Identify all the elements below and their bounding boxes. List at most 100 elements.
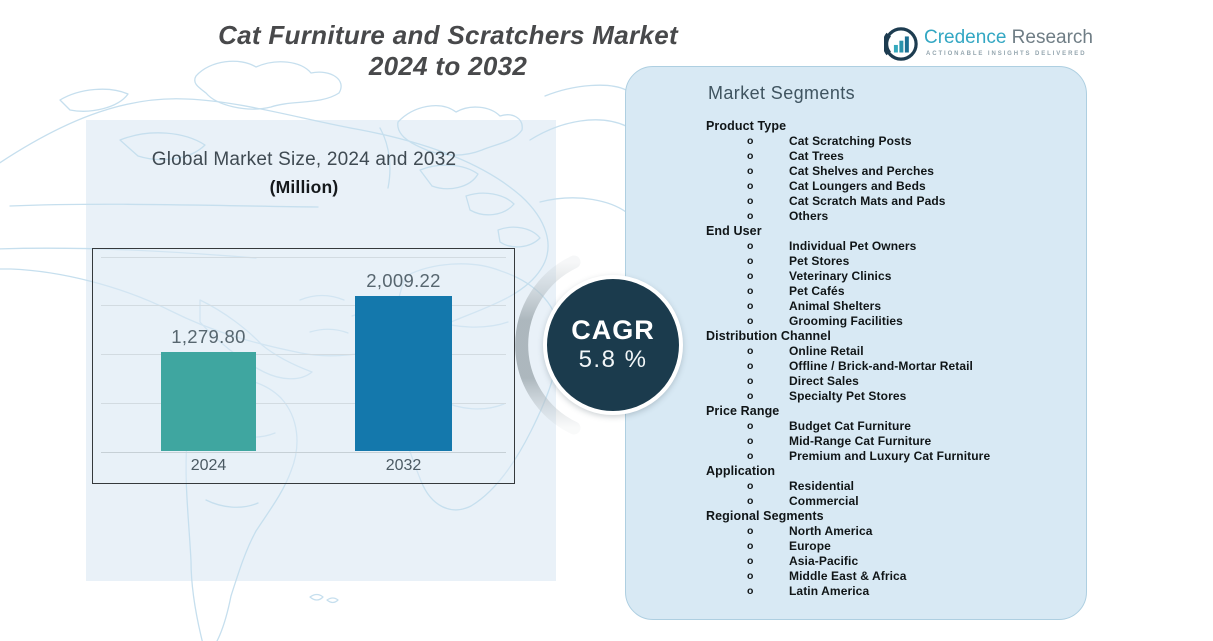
segment-item-label: Cat Scratch Mats and Pads bbox=[789, 194, 946, 208]
segment-item: o Cat Scratching Posts bbox=[706, 134, 1068, 149]
circle-bullet-icon: o bbox=[747, 495, 754, 507]
segments-panel: Market Segments Product Type o Cat Scratch… bbox=[625, 66, 1087, 620]
circle-bullet-icon: o bbox=[747, 135, 754, 147]
segment-item-label: Residential bbox=[789, 479, 855, 493]
segment-item-label: Asia-Pacific bbox=[789, 554, 859, 568]
circle-bullet-icon: o bbox=[747, 555, 754, 567]
segment-item: o Cat Loungers and Beds bbox=[706, 179, 1068, 194]
segment-item: o Grooming Facilities bbox=[706, 314, 1068, 329]
segment-item-label: Online Retail bbox=[789, 344, 864, 358]
chart-title-units: (Million) bbox=[269, 177, 339, 197]
gridline bbox=[101, 403, 506, 404]
segment-item: o Cat Trees bbox=[706, 149, 1068, 164]
baseline bbox=[101, 452, 506, 453]
segment-item: o Pet Cafés bbox=[706, 284, 1068, 299]
circle-bullet-icon: o bbox=[747, 195, 754, 207]
circle-bullet-icon: o bbox=[747, 255, 754, 267]
bar-2032: 2,009.22 2032 bbox=[355, 270, 452, 474]
segment-category: Product Type bbox=[706, 119, 787, 133]
segment-category: Price Range bbox=[706, 404, 780, 418]
segment-item-label: Pet Cafés bbox=[789, 284, 845, 298]
brand-tagline: Actionable Insights Delivered bbox=[926, 51, 1087, 57]
bar-category-label: 2032 bbox=[385, 457, 422, 474]
segment-item: o Others bbox=[706, 209, 1068, 224]
segment-item-label: Veterinary Clinics bbox=[789, 269, 892, 283]
page-title-line1: Cat Furniture and Scratchers Market bbox=[218, 20, 678, 50]
segment-item: o Commercial bbox=[706, 494, 1068, 509]
segment-item: o Premium and Luxury Cat Furniture bbox=[706, 449, 1068, 464]
cagr-label: CAGR bbox=[571, 315, 655, 345]
segment-category: Regional Segments bbox=[706, 509, 824, 523]
segment-item: o Middle East & Africa bbox=[706, 569, 1068, 584]
bar-rect bbox=[161, 352, 256, 451]
segment-item: o Pet Stores bbox=[706, 254, 1068, 269]
segment-item-label: Cat Trees bbox=[789, 149, 844, 163]
segment-item-label: Mid-Range Cat Furniture bbox=[789, 434, 932, 448]
segment-item-label: Cat Scratching Posts bbox=[789, 134, 912, 148]
brand-name-secondary: Research bbox=[1006, 27, 1093, 48]
circle-bullet-icon: o bbox=[747, 315, 754, 327]
segment-item: o Cat Scratch Mats and Pads bbox=[706, 194, 1068, 209]
bar-rect bbox=[355, 296, 452, 451]
segment-item-label: Grooming Facilities bbox=[789, 314, 903, 328]
bar-value-label: 2,009.22 bbox=[366, 270, 441, 291]
page-title-line2: 2024 to 2032 bbox=[368, 51, 528, 81]
circle-bullet-icon: o bbox=[747, 585, 754, 597]
circle-bullet-icon: o bbox=[747, 165, 754, 177]
segment-item: o Mid-Range Cat Furniture bbox=[706, 434, 1068, 449]
segment-item-label: Pet Stores bbox=[789, 254, 850, 268]
segment-item: o Offline / Brick-and-Mortar Retail bbox=[706, 359, 1068, 374]
segment-item-label: Specialty Pet Stores bbox=[789, 389, 907, 403]
segment-item-label: Offline / Brick-and-Mortar Retail bbox=[789, 359, 973, 373]
segment-item: o Residential bbox=[706, 479, 1068, 494]
segment-item: o Cat Shelves and Perches bbox=[706, 164, 1068, 179]
bar-chart: 1,279.80 2024 2,009.22 2032 bbox=[92, 248, 515, 484]
segment-item-label: Cat Loungers and Beds bbox=[789, 179, 926, 193]
gridline bbox=[101, 257, 506, 258]
circle-bullet-icon: o bbox=[747, 360, 754, 372]
segment-item: o Veterinary Clinics bbox=[706, 269, 1068, 284]
circle-bullet-icon: o bbox=[747, 180, 754, 192]
segment-item-label: Animal Shelters bbox=[789, 299, 882, 313]
circle-bullet-icon: o bbox=[747, 450, 754, 462]
circle-bullet-icon: o bbox=[747, 240, 754, 252]
brand-name-primary: Credence bbox=[924, 27, 1007, 48]
segment-item-label: Latin America bbox=[789, 584, 870, 598]
brand-name: Credence Research bbox=[924, 27, 1093, 49]
circle-bullet-icon: o bbox=[747, 420, 754, 432]
chart-title-line1: Global Market Size, 2024 and 2032 bbox=[151, 149, 457, 170]
segment-item-label: Commercial bbox=[789, 494, 859, 508]
brand-logo: Credence Research Actionable Insights De… bbox=[884, 27, 1093, 61]
bar-chart-logo-icon bbox=[884, 27, 918, 61]
circle-bullet-icon: o bbox=[747, 570, 754, 582]
circle-bullet-icon: o bbox=[747, 480, 754, 492]
segment-item: o Individual Pet Owners bbox=[706, 239, 1068, 254]
segment-item-label: Europe bbox=[789, 539, 831, 553]
cagr-value: 5.8 % bbox=[578, 346, 648, 373]
bar-2024: 1,279.80 2024 bbox=[161, 326, 256, 474]
cagr-badge: CAGR 5.8 % bbox=[543, 275, 683, 415]
brand-text: Credence Research Actionable Insights De… bbox=[924, 27, 1093, 57]
segment-item: o Asia-Pacific bbox=[706, 554, 1068, 569]
circle-bullet-icon: o bbox=[747, 300, 754, 312]
segments-heading: Market Segments bbox=[708, 83, 856, 103]
circle-bullet-icon: o bbox=[747, 435, 754, 447]
segment-list: Product Type o Cat Scratching Posts o Cat Tr… bbox=[706, 119, 1068, 599]
segment-item: o Specialty Pet Stores bbox=[706, 389, 1068, 404]
segment-category: Distribution Channel bbox=[706, 329, 831, 343]
page-title: Cat Furniture and Scratchers Market 2024… bbox=[188, 20, 708, 82]
segment-item: o Europe bbox=[706, 539, 1068, 554]
bar-value-label: 1,279.80 bbox=[171, 326, 246, 347]
segment-category: Application bbox=[706, 464, 776, 478]
circle-bullet-icon: o bbox=[747, 210, 754, 222]
circle-bullet-icon: o bbox=[747, 540, 754, 552]
segment-item-label: Budget Cat Furniture bbox=[789, 419, 911, 433]
segment-item: o Latin America bbox=[706, 584, 1068, 599]
segment-item-label: North America bbox=[789, 524, 873, 538]
circle-bullet-icon: o bbox=[747, 375, 754, 387]
segment-category: End User bbox=[706, 224, 762, 238]
circle-bullet-icon: o bbox=[747, 150, 754, 162]
circle-bullet-icon: o bbox=[747, 285, 754, 297]
segment-item-label: Direct Sales bbox=[789, 374, 859, 388]
